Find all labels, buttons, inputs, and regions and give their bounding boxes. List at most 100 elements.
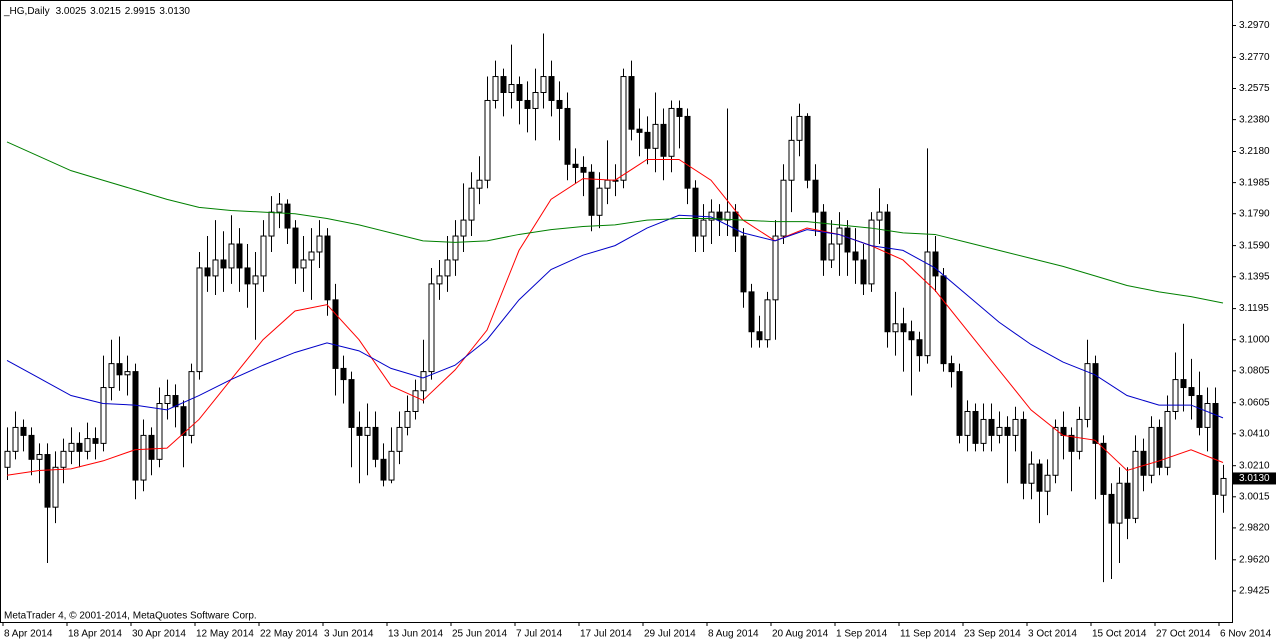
candle-body bbox=[556, 99, 563, 109]
candle-body bbox=[300, 259, 307, 269]
x-tick-label: 25 Jun 2014 bbox=[452, 629, 507, 640]
candle-body bbox=[620, 76, 627, 181]
x-tick-label: 29 Jul 2014 bbox=[644, 629, 696, 640]
candle-body bbox=[788, 139, 795, 181]
candle-body bbox=[468, 187, 475, 221]
candle-body bbox=[1004, 426, 1011, 436]
candle-body bbox=[652, 123, 659, 149]
y-tick-label: 3.0210 bbox=[1239, 460, 1270, 471]
candle-body bbox=[860, 259, 867, 285]
candle-body bbox=[28, 434, 35, 460]
candle-body bbox=[692, 187, 699, 237]
x-tick-label: 1 Sep 2014 bbox=[836, 629, 888, 640]
y-tick-label: 3.2180 bbox=[1239, 146, 1270, 157]
candle-body bbox=[20, 426, 27, 436]
candle-body bbox=[964, 410, 971, 436]
candle-body bbox=[100, 387, 107, 444]
x-tick-label: 6 Nov 2014 bbox=[1220, 629, 1272, 640]
candle-body bbox=[628, 76, 635, 130]
y-tick-label: 3.2380 bbox=[1239, 114, 1270, 125]
candle-body bbox=[804, 115, 811, 181]
candle-body bbox=[340, 367, 347, 381]
candle-body bbox=[892, 323, 899, 333]
candle-body bbox=[948, 363, 955, 373]
candle-body bbox=[604, 179, 611, 189]
candle-body bbox=[1180, 379, 1187, 389]
candle-body bbox=[4, 450, 11, 468]
candle-body bbox=[260, 235, 267, 277]
candle-body bbox=[1124, 482, 1131, 519]
candle-body bbox=[388, 450, 395, 481]
candle-body bbox=[452, 235, 459, 261]
candle-body bbox=[836, 227, 843, 245]
y-tick-label: 3.0015 bbox=[1239, 491, 1270, 502]
x-tick-label: 7 Jul 2014 bbox=[516, 629, 563, 640]
candle-body bbox=[1204, 403, 1211, 428]
candle-body bbox=[316, 235, 323, 253]
y-tick-label: 3.1395 bbox=[1239, 271, 1270, 282]
current-price-box bbox=[1233, 472, 1276, 485]
low-label: 2.9915 bbox=[125, 6, 156, 17]
candle-body bbox=[828, 243, 835, 261]
candle-body bbox=[60, 450, 67, 468]
candle-body bbox=[116, 363, 123, 376]
x-tick-label: 20 Aug 2014 bbox=[772, 629, 829, 640]
y-tick-label: 3.1790 bbox=[1239, 208, 1270, 219]
candle-body bbox=[1220, 477, 1227, 496]
candle-body bbox=[516, 84, 523, 101]
candle-body bbox=[372, 426, 379, 460]
candle-body bbox=[36, 454, 43, 460]
candle-body bbox=[908, 331, 915, 341]
candle-body bbox=[1012, 418, 1019, 436]
candle-body bbox=[524, 99, 531, 109]
candle-body bbox=[700, 219, 707, 237]
candle-body bbox=[748, 291, 755, 333]
candle-body bbox=[188, 371, 195, 436]
candle-body bbox=[1036, 463, 1043, 492]
candle-body bbox=[324, 235, 331, 301]
candle-body bbox=[796, 115, 803, 141]
candle-body bbox=[420, 371, 427, 392]
candle-body bbox=[380, 458, 387, 481]
candle-body bbox=[356, 426, 363, 436]
candle-body bbox=[476, 179, 483, 189]
x-tick-label: 27 Oct 2014 bbox=[1156, 629, 1211, 640]
candle-body bbox=[284, 203, 291, 229]
y-tick-label: 3.1590 bbox=[1239, 240, 1270, 251]
moving-average-line bbox=[6, 141, 1224, 304]
candle-body bbox=[844, 227, 851, 253]
candle-body bbox=[884, 211, 891, 333]
candle-body bbox=[668, 107, 675, 157]
y-tick-label: 2.9425 bbox=[1239, 586, 1270, 597]
chart-title: _HG,Daily bbox=[3, 6, 50, 17]
y-tick-label: 3.0410 bbox=[1239, 428, 1270, 439]
x-tick-label: 12 May 2014 bbox=[196, 629, 254, 640]
candle-body bbox=[1164, 410, 1171, 468]
x-tick-label: 18 Apr 2014 bbox=[68, 629, 122, 640]
candle-body bbox=[1148, 426, 1155, 476]
candle-body bbox=[1028, 463, 1035, 484]
current-price-label: 3.0130 bbox=[1239, 473, 1270, 484]
candle-body bbox=[1108, 493, 1115, 524]
candle-body bbox=[332, 299, 339, 369]
candle-body bbox=[276, 203, 283, 213]
candle-body bbox=[812, 179, 819, 213]
candle-body bbox=[708, 211, 715, 221]
candle-body bbox=[212, 259, 219, 277]
candle-body bbox=[1196, 395, 1203, 428]
candle-body bbox=[660, 123, 667, 157]
candle-body bbox=[988, 418, 995, 436]
candle-body bbox=[1188, 387, 1195, 397]
candle-body bbox=[172, 395, 179, 408]
candle-body bbox=[1132, 450, 1139, 519]
x-tick-label: 8 Apr 2014 bbox=[4, 629, 53, 640]
x-tick-label: 13 Jun 2014 bbox=[388, 629, 443, 640]
candle-body bbox=[548, 76, 555, 101]
candle-body bbox=[940, 275, 947, 365]
y-tick-label: 2.9620 bbox=[1239, 554, 1270, 565]
candle-body bbox=[1052, 426, 1059, 476]
x-tick-label: 30 Apr 2014 bbox=[132, 629, 186, 640]
y-tick-label: 3.0605 bbox=[1239, 397, 1270, 408]
candle-body bbox=[916, 339, 923, 357]
